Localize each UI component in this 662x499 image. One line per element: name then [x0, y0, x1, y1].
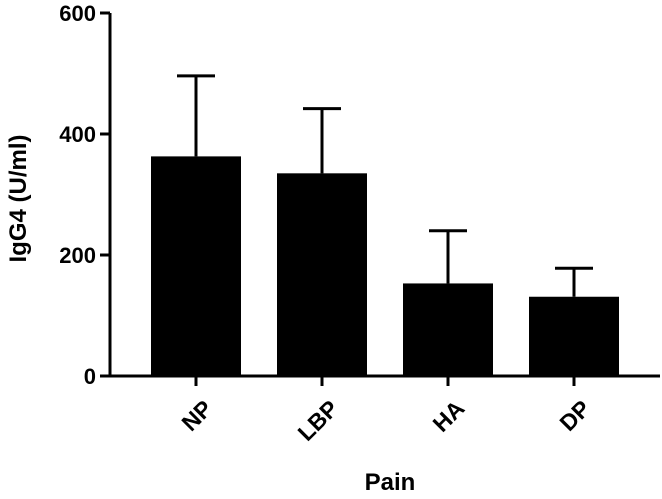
x-tick-label-np: NP [176, 395, 217, 436]
axes-layer [108, 13, 660, 378]
y-tick-label-0: 0 [84, 364, 96, 389]
y-tick-label-600: 600 [59, 1, 96, 26]
x-tick-label-dp: DP [554, 395, 595, 436]
bar-lbp [277, 173, 367, 376]
y-axis-title: IgG4 (U/ml) [5, 134, 32, 262]
bar-np [151, 156, 241, 376]
y-tick-label-200: 200 [59, 243, 96, 268]
x-tick-label-ha: HA [428, 395, 470, 437]
bar-ha [403, 283, 493, 376]
x-tick-label-lbp: LBP [293, 395, 344, 446]
bar-dp [529, 296, 619, 376]
bars-layer [151, 156, 619, 376]
error-bars-layer [177, 74, 593, 297]
x-axis-title: Pain [365, 469, 416, 496]
x-ticks-layer: NP LBP HA DP [176, 376, 595, 446]
y-tick-label-400: 400 [59, 122, 96, 147]
y-ticks-layer: 0 200 400 600 [59, 1, 110, 389]
